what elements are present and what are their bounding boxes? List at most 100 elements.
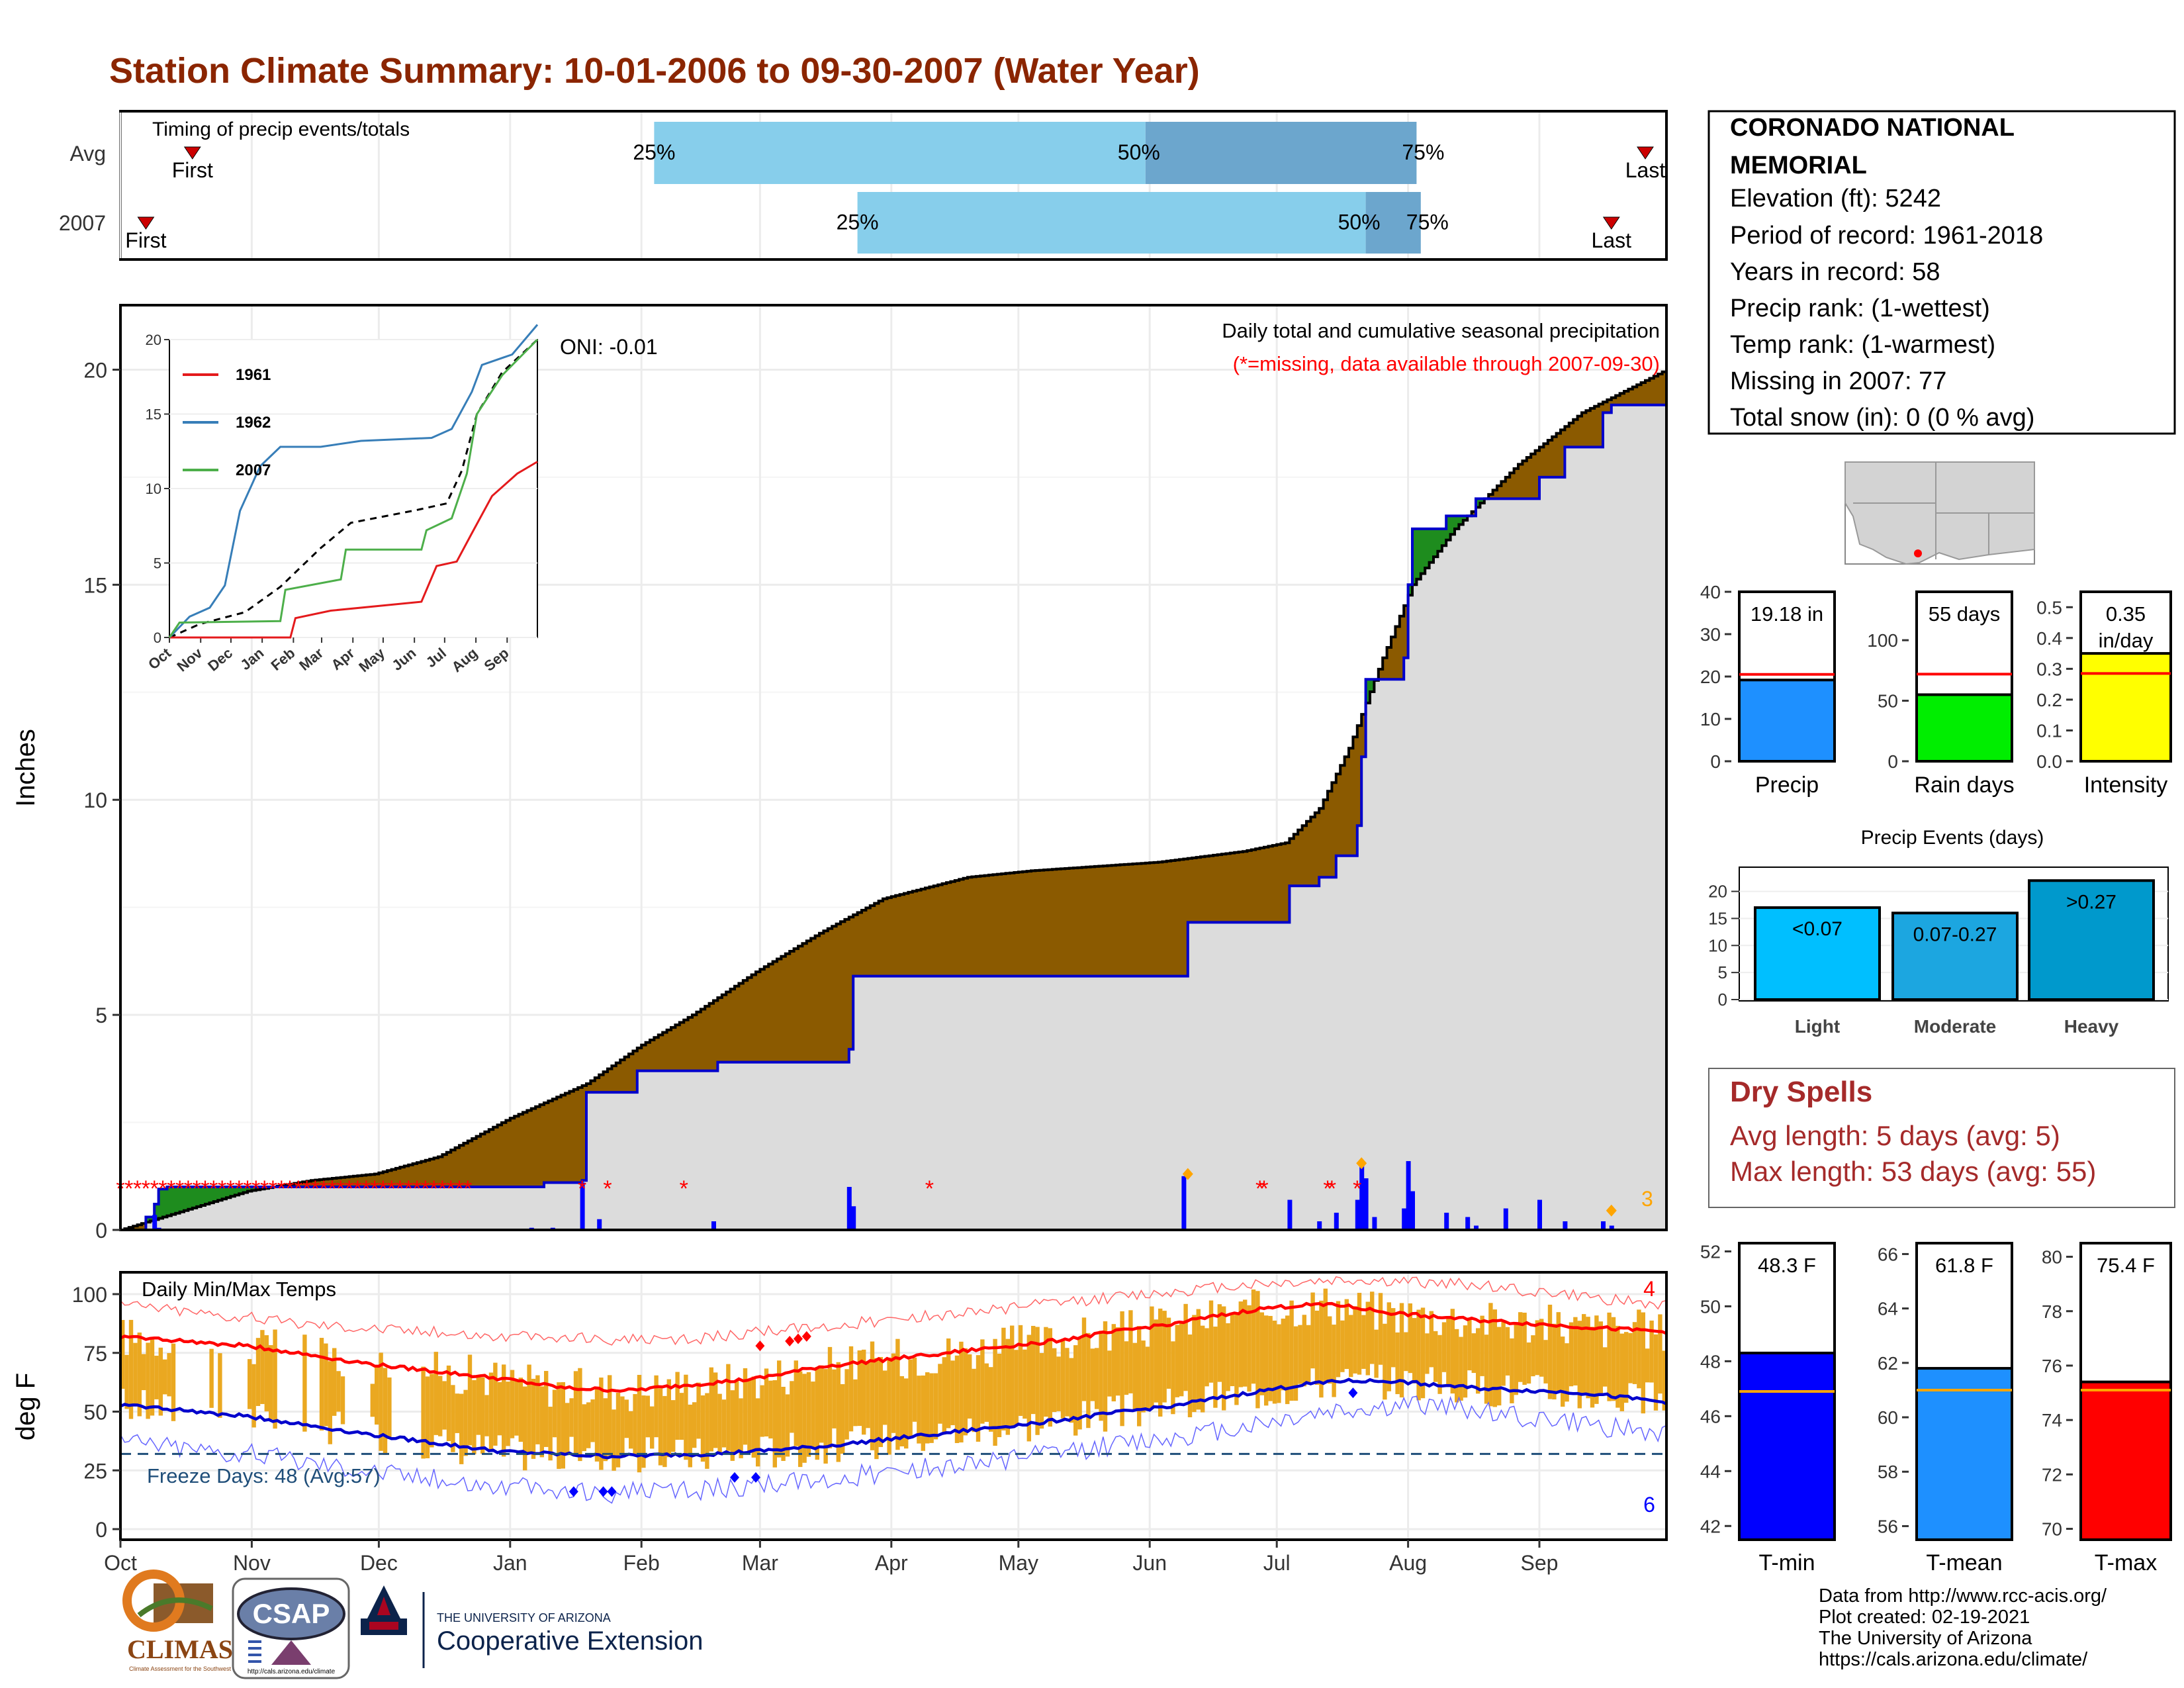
daily-temp-bar: [942, 1357, 946, 1435]
record-high-marker: [794, 1333, 803, 1344]
daily-temp-bar: [1065, 1348, 1069, 1417]
daily-temp-bar: [1031, 1325, 1036, 1415]
timing-2007-p25-label: 25%: [837, 211, 879, 234]
inset-legend-label: 1961: [236, 366, 271, 384]
daily-temp-bar: [637, 1374, 642, 1473]
daily-temp-bar: [1607, 1312, 1612, 1401]
daily-temp-bar: [480, 1377, 485, 1454]
daily-temp-bar: [502, 1364, 506, 1457]
daily-temp-bar: [781, 1387, 786, 1461]
daily-temp-bar: [705, 1393, 709, 1469]
daily-temp-bar: [463, 1389, 468, 1456]
precip-header: Daily total and cumulative seasonal prec…: [1222, 319, 1660, 342]
gauge-tick-label: 58: [1878, 1462, 1898, 1482]
daily-temp-bar: [1522, 1313, 1527, 1385]
daily-temp-bar: [1619, 1333, 1624, 1411]
daily-temp-bar: [1103, 1321, 1108, 1432]
oni-label: ONI: -0.01: [560, 335, 658, 359]
gauge-tick-label: 52: [1700, 1241, 1721, 1262]
daily-precip-bar: [1474, 1225, 1479, 1230]
daily-temp-bar: [1374, 1329, 1379, 1378]
gauge-label: T-min: [1759, 1550, 1815, 1575]
daily-temp-bar: [1582, 1314, 1586, 1395]
daily-temp-bar: [709, 1367, 713, 1452]
daily-temp-bar: [578, 1368, 582, 1462]
daily-precip-bar: [597, 1219, 602, 1230]
daily-temp-bar: [438, 1376, 443, 1436]
daily-temp-bar: [370, 1383, 375, 1417]
gauge-tick-label: 80: [2042, 1247, 2062, 1268]
daily-temp-bar: [976, 1355, 981, 1442]
daily-temp-bar: [1543, 1340, 1548, 1383]
missing-marker: *: [603, 1176, 612, 1201]
missing-marker: *: [243, 1176, 251, 1201]
daily-precip-bar: [1406, 1161, 1411, 1230]
daily-temp-bar: [1005, 1338, 1010, 1435]
daily-temp-bar: [1302, 1315, 1306, 1387]
daily-temp-bar: [870, 1341, 875, 1450]
daily-temp-bar: [319, 1338, 324, 1431]
daily-temp-bar: [1594, 1315, 1599, 1404]
daily-temp-bar: [1120, 1311, 1124, 1427]
daily-precip-bar: [152, 1215, 158, 1230]
daily-temp-bar: [1277, 1324, 1281, 1403]
gauge-label: T-mean: [1926, 1550, 2002, 1575]
daily-temp-bar: [1124, 1341, 1129, 1395]
gauge-value-label: 0.35: [2106, 602, 2146, 626]
daily-precip-bar: [1355, 1199, 1360, 1230]
daily-temp-bar: [1547, 1304, 1553, 1399]
daily-temp-bar: [1412, 1318, 1417, 1383]
daily-temp-bar: [984, 1363, 989, 1422]
month-tick-label: Nov: [233, 1551, 271, 1575]
daily-temp-bar: [972, 1368, 976, 1432]
daily-temp-bar: [1641, 1312, 1645, 1414]
footer-credits: Data from http://www.rcc-acis.org/ Plot …: [1819, 1585, 2107, 1670]
daily-temp-bar: [209, 1348, 214, 1408]
temp-y-ticks: 0 25 50 75 100: [72, 1283, 120, 1542]
daily-temp-bar: [248, 1359, 252, 1409]
daily-temp-bar: [1323, 1288, 1328, 1383]
events-y-tick-label: 20: [1708, 882, 1727, 902]
daily-temp-bar: [1166, 1317, 1171, 1389]
daily-temp-bar: [1293, 1326, 1298, 1401]
temp-label: Daily Min/Max Temps: [142, 1278, 336, 1301]
missing-marker: *: [260, 1176, 269, 1201]
daily-temp-bar: [1060, 1338, 1066, 1419]
daily-temp-bar: [1467, 1317, 1472, 1371]
gauge-label: T-max: [2095, 1550, 2157, 1575]
daily-precip-bar: [851, 1206, 856, 1230]
daily-temp-bar: [641, 1395, 646, 1468]
daily-temp-bar: [917, 1376, 921, 1444]
gauge-tick-label: 64: [1878, 1299, 1898, 1319]
daily-temp-bar: [1645, 1348, 1650, 1383]
daily-temp-bar: [510, 1370, 515, 1438]
timing-2007-first-marker: [137, 216, 155, 230]
daily-temp-bar: [1552, 1323, 1557, 1400]
daily-temp-bar: [1497, 1327, 1502, 1406]
daily-temp-bar: [883, 1370, 887, 1425]
daily-temp-bar: [1518, 1312, 1523, 1382]
daily-temp-bar: [1081, 1317, 1087, 1401]
daily-temp-bar: [531, 1378, 536, 1459]
daily-temp-bar: [340, 1376, 345, 1425]
gauge-value-label: 55 days: [1929, 602, 2001, 626]
missing-marker: *: [1328, 1176, 1336, 1201]
daily-temp-bar: [599, 1377, 604, 1470]
avg-cumulative-line: [120, 369, 1668, 1231]
dry-spells-avg: Avg length: 5 days (avg: 5): [1730, 1120, 2060, 1151]
daily-temp-bar: [756, 1398, 760, 1467]
timing-row-2007: 2007: [59, 211, 106, 235]
daily-temp-bar: [823, 1369, 828, 1464]
daily-temp-bar: [1535, 1320, 1539, 1376]
daily-temp-bar: [336, 1371, 341, 1412]
daily-temp-bar: [1662, 1350, 1666, 1411]
daily-temp-bar: [1251, 1289, 1256, 1384]
record-max-line: [120, 1276, 1667, 1346]
daily-temp-bar: [811, 1382, 815, 1449]
events-bar-label: <0.07: [1792, 918, 1843, 940]
record-low-marker: [751, 1472, 760, 1483]
daily-temp-bar: [497, 1382, 502, 1436]
daily-temp-bar: [666, 1379, 671, 1458]
daily-temp-bar: [1145, 1346, 1150, 1411]
daily-temp-bar: [146, 1342, 150, 1419]
